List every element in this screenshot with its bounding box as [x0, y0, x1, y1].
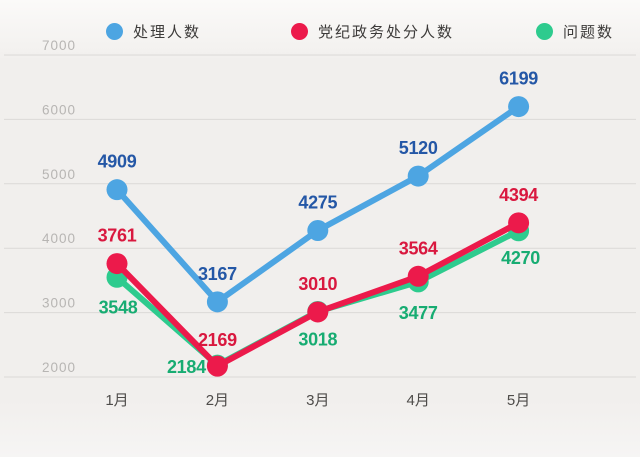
legend-item-wenti-shu[interactable]: 问题数: [536, 21, 614, 42]
x-axis-label-2: 2月: [206, 392, 229, 409]
value-label-问题数-3月: 3018: [298, 329, 337, 349]
x-axis-label-5: 5月: [507, 392, 530, 409]
x-axis-label-4: 4月: [407, 392, 430, 409]
chart-legend: 处理人数 党纪政务处分人数 问题数: [0, 0, 640, 48]
data-point-党纪政务处分人数-5月: [508, 212, 530, 234]
data-point-党纪政务处分人数-1月: [106, 253, 128, 275]
legend-item-chuli-renshu[interactable]: 处理人数: [106, 21, 201, 42]
value-label-党纪政务处分人数-2月: 2169: [198, 330, 237, 350]
x-axis-label-1: 1月: [105, 392, 128, 409]
legend-label: 问题数: [563, 24, 615, 41]
value-label-党纪政务处分人数-5月: 4394: [499, 185, 538, 205]
legend-dot-red-icon: [291, 23, 308, 40]
value-label-处理人数-2月: 3167: [198, 264, 237, 284]
data-point-党纪政务处分人数-2月: [206, 355, 228, 377]
value-label-处理人数-1月: 4909: [98, 152, 137, 172]
data-point-处理人数-1月: [106, 179, 128, 201]
y-axis-tick-label-7000: 7000: [42, 38, 76, 53]
data-point-党纪政务处分人数-4月: [407, 265, 429, 287]
y-axis-tick-label-6000: 6000: [42, 102, 76, 117]
y-axis-tick-label-4000: 4000: [42, 231, 76, 246]
legend-dot-blue-icon: [106, 23, 123, 40]
data-point-处理人数-4月: [407, 165, 429, 187]
data-point-处理人数-2月: [206, 291, 228, 313]
value-label-处理人数-4月: 5120: [399, 138, 438, 158]
value-label-问题数-1月: 3548: [99, 297, 138, 317]
y-axis-tick-label-3000: 3000: [42, 296, 76, 311]
value-label-党纪政务处分人数-3月: 3010: [298, 274, 337, 294]
y-axis-tick-label-2000: 2000: [42, 360, 76, 375]
legend-label: 处理人数: [133, 24, 202, 41]
value-label-党纪政务处分人数-4月: 3564: [399, 238, 438, 258]
value-label-党纪政务处分人数-1月: 3761: [98, 226, 137, 246]
data-point-处理人数-5月: [508, 96, 530, 118]
y-axis-tick-label-5000: 5000: [42, 167, 76, 182]
legend-item-dangji-zhengwu-chufen-renshu[interactable]: 党纪政务处分人数: [291, 21, 454, 42]
legend-label: 党纪政务处分人数: [318, 24, 455, 41]
data-point-处理人数-3月: [307, 219, 329, 241]
value-label-处理人数-5月: 6199: [499, 69, 538, 89]
value-label-问题数-5月: 4270: [501, 248, 540, 268]
legend-dot-green-icon: [536, 23, 553, 40]
x-axis-label-3: 3月: [306, 392, 329, 409]
value-label-问题数-4月: 3477: [399, 303, 438, 323]
value-label-处理人数-3月: 4275: [298, 192, 337, 212]
value-label-问题数-2月: 2184: [167, 357, 206, 377]
data-point-党纪政务处分人数-3月: [307, 301, 329, 323]
